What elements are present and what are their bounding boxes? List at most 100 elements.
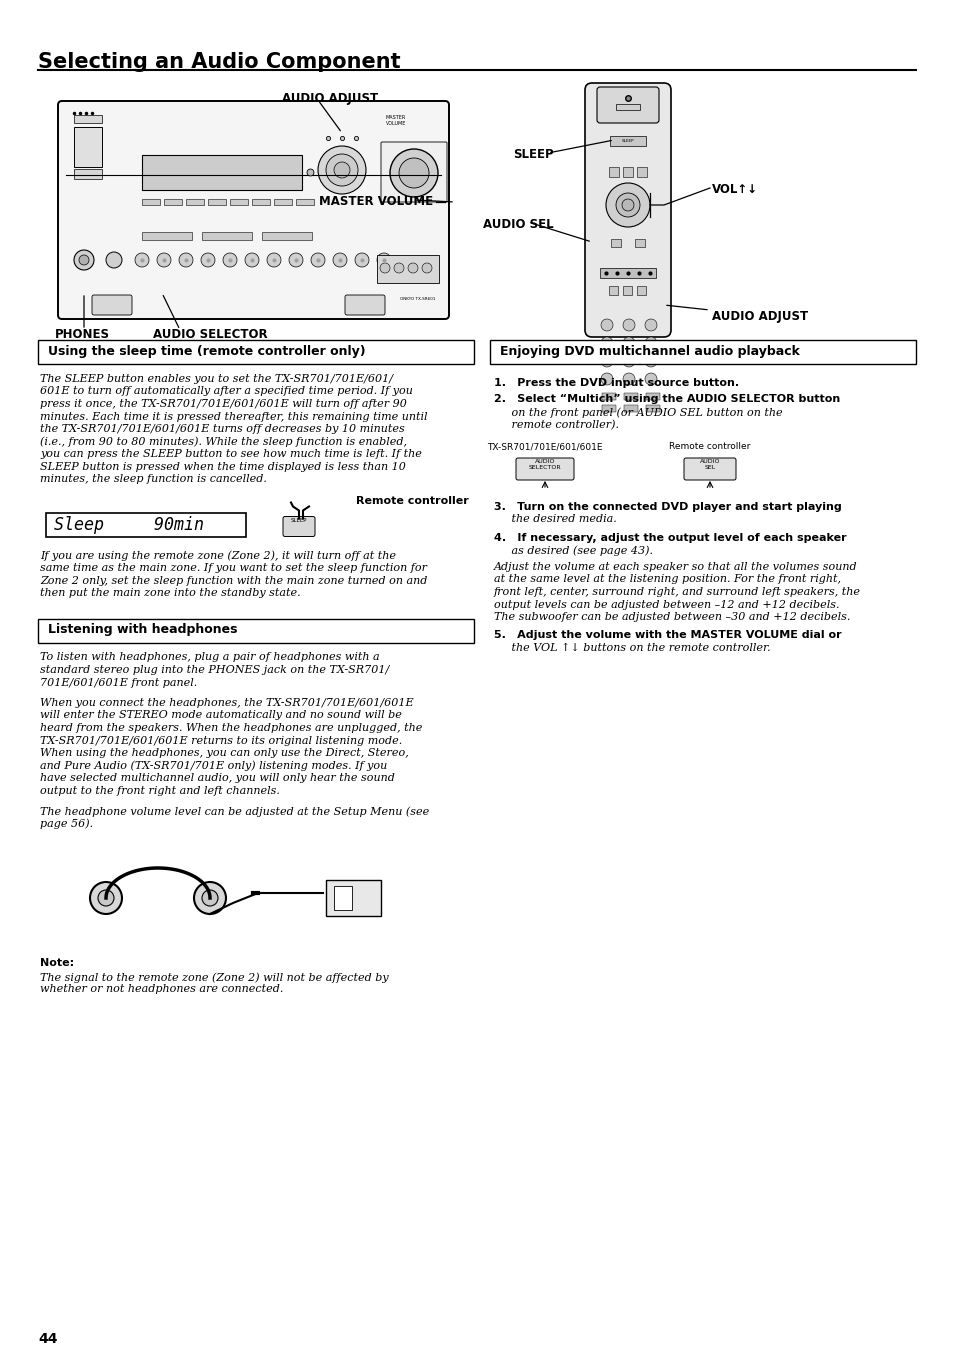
Text: The headphone volume level can be adjusted at the Setup Menu (see: The headphone volume level can be adjust… [40, 806, 429, 817]
Bar [637, 285, 645, 295]
Text: standard stereo plug into the PHONES jack on the TX-SR701/: standard stereo plug into the PHONES jac… [40, 665, 389, 675]
Text: PHONES: PHONES [54, 328, 110, 341]
Text: TX-SR701/701E/601/601E returns to its original listening mode.: TX-SR701/701E/601/601E returns to its or… [40, 735, 402, 746]
Circle shape [622, 372, 635, 385]
Circle shape [106, 251, 122, 268]
Text: same time as the main zone. If you want to set the sleep function for: same time as the main zone. If you want … [40, 563, 427, 573]
Circle shape [179, 253, 193, 266]
Circle shape [202, 890, 218, 906]
Text: MASTER VOLUME: MASTER VOLUME [318, 194, 433, 208]
FancyBboxPatch shape [380, 141, 447, 202]
Bar [623, 393, 638, 400]
Bar [38, 618, 474, 643]
Text: VOL↑↓: VOL↑↓ [711, 183, 758, 196]
Text: TX-SR701/701E/601/601E: TX-SR701/701E/601/601E [487, 442, 602, 451]
Bar [635, 239, 644, 247]
Text: Sleep     90min: Sleep 90min [54, 516, 204, 534]
Text: have selected multichannel audio, you will only hear the sound: have selected multichannel audio, you wi… [40, 773, 395, 783]
Circle shape [600, 372, 613, 385]
Text: 5.  Adjust the volume with the MASTER VOLUME dial or: 5. Adjust the volume with the MASTER VOL… [494, 631, 841, 640]
Text: 4.  If necessary, adjust the output level of each speaker: 4. If necessary, adjust the output level… [494, 533, 845, 544]
Text: AUDIO SEL: AUDIO SEL [482, 217, 553, 231]
Circle shape [223, 253, 236, 266]
Text: output to the front right and left channels.: output to the front right and left chann… [40, 786, 279, 795]
Circle shape [616, 193, 639, 217]
Bar [334, 886, 352, 911]
Text: AUDIO ADJUST: AUDIO ADJUST [711, 310, 807, 323]
Bar [202, 232, 252, 241]
Circle shape [622, 355, 635, 367]
Text: you can press the SLEEP button to see how much time is left. If the: you can press the SLEEP button to see ho… [40, 448, 421, 459]
Text: at the same level at the listening position. For the front right,: at the same level at the listening posit… [494, 575, 841, 584]
Text: Selecting an Audio Component: Selecting an Audio Component [38, 52, 400, 72]
Text: press it once, the TX-SR701/701E/601/601E will turn off after 90: press it once, the TX-SR701/701E/601/601… [40, 400, 406, 409]
Text: will enter the STEREO mode automatically and no sound will be: will enter the STEREO mode automatically… [40, 711, 401, 720]
Text: on the front panel (or AUDIO SEL button on the: on the front panel (or AUDIO SEL button … [494, 406, 781, 417]
Bar [252, 198, 270, 205]
Circle shape [394, 264, 403, 273]
Text: SLEEP: SLEEP [621, 139, 634, 143]
Bar [490, 340, 915, 364]
Bar [599, 268, 656, 279]
Text: 1.  Press the DVD input source button.: 1. Press the DVD input source button. [494, 378, 739, 389]
Circle shape [600, 355, 613, 367]
Text: page 56).: page 56). [40, 818, 93, 829]
FancyBboxPatch shape [58, 101, 449, 319]
Text: AUDIO SELECTOR: AUDIO SELECTOR [152, 328, 267, 341]
Text: ONKYO TX-SR601: ONKYO TX-SR601 [399, 298, 435, 300]
FancyBboxPatch shape [283, 516, 314, 537]
Text: Remote controller: Remote controller [669, 442, 750, 451]
Text: remote controller).: remote controller). [494, 420, 618, 429]
Bar [230, 198, 248, 205]
FancyBboxPatch shape [91, 295, 132, 315]
Circle shape [622, 319, 635, 332]
Circle shape [408, 264, 417, 273]
Circle shape [621, 198, 634, 211]
Text: When you connect the headphones, the TX-SR701/701E/601/601E: When you connect the headphones, the TX-… [40, 699, 414, 708]
Circle shape [605, 183, 649, 227]
Bar [142, 198, 160, 205]
Bar [142, 155, 302, 190]
Text: SLEEP button is pressed when the time displayed is less than 10: SLEEP button is pressed when the time di… [40, 462, 405, 472]
Circle shape [644, 372, 657, 385]
Bar [164, 198, 182, 205]
Text: The SLEEP button enables you to set the TX-SR701/701E/601/: The SLEEP button enables you to set the … [40, 374, 393, 385]
Text: minutes. Each time it is pressed thereafter, this remaining time until: minutes. Each time it is pressed thereaf… [40, 412, 427, 421]
Text: Zone 2 only, set the sleep function with the main zone turned on and: Zone 2 only, set the sleep function with… [40, 575, 427, 586]
Bar [645, 405, 659, 412]
Text: Using the sleep time (remote controller only): Using the sleep time (remote controller … [48, 345, 365, 357]
Circle shape [317, 145, 366, 194]
FancyBboxPatch shape [345, 295, 385, 315]
Bar [601, 393, 616, 400]
Circle shape [379, 264, 390, 273]
Circle shape [157, 253, 171, 266]
Text: Note:: Note: [40, 958, 74, 968]
Text: heard from the speakers. When the headphones are unplugged, the: heard from the speakers. When the headph… [40, 723, 422, 733]
Text: When using the headphones, you can only use the Direct, Stereo,: When using the headphones, you can only … [40, 747, 408, 758]
FancyBboxPatch shape [584, 83, 670, 337]
Bar [295, 198, 314, 205]
Circle shape [289, 253, 303, 266]
Bar [601, 405, 616, 412]
Circle shape [398, 158, 429, 188]
FancyBboxPatch shape [597, 87, 659, 124]
Text: as desired (see page 43).: as desired (see page 43). [494, 545, 652, 556]
Bar [608, 167, 618, 177]
Text: and Pure Audio (TX-SR701/701E only) listening modes. If you: and Pure Audio (TX-SR701/701E only) list… [40, 761, 387, 771]
Text: 601E to turn off automatically after a specified time period. If you: 601E to turn off automatically after a s… [40, 386, 413, 397]
Text: MASTER
VOLUME: MASTER VOLUME [386, 116, 406, 126]
Text: minutes, the sleep function is cancelled.: minutes, the sleep function is cancelled… [40, 474, 267, 484]
FancyBboxPatch shape [516, 458, 574, 480]
Text: The signal to the remote zone (Zone 2) will not be affected by: The signal to the remote zone (Zone 2) w… [40, 972, 388, 983]
Bar [46, 512, 246, 537]
Circle shape [355, 253, 369, 266]
Bar [142, 232, 192, 241]
Circle shape [74, 250, 94, 270]
Text: AUDIO
SEL: AUDIO SEL [699, 459, 720, 470]
Circle shape [390, 149, 437, 197]
Text: the VOL ↑↓ buttons on the remote controller.: the VOL ↑↓ buttons on the remote control… [494, 643, 770, 654]
Bar [74, 116, 102, 124]
Text: SLEEP: SLEEP [291, 519, 307, 523]
Bar [616, 105, 639, 110]
Bar [74, 169, 102, 179]
